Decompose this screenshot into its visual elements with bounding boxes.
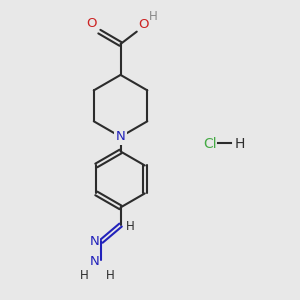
Text: H: H (106, 269, 115, 282)
Text: O: O (138, 18, 149, 31)
Text: N: N (89, 235, 99, 248)
Text: N: N (89, 254, 99, 268)
Text: O: O (86, 17, 97, 30)
Text: N: N (116, 130, 125, 143)
Text: H: H (235, 137, 245, 151)
Text: Cl: Cl (203, 137, 217, 151)
Text: H: H (126, 220, 135, 233)
Text: H: H (80, 269, 88, 282)
Text: H: H (149, 10, 158, 23)
